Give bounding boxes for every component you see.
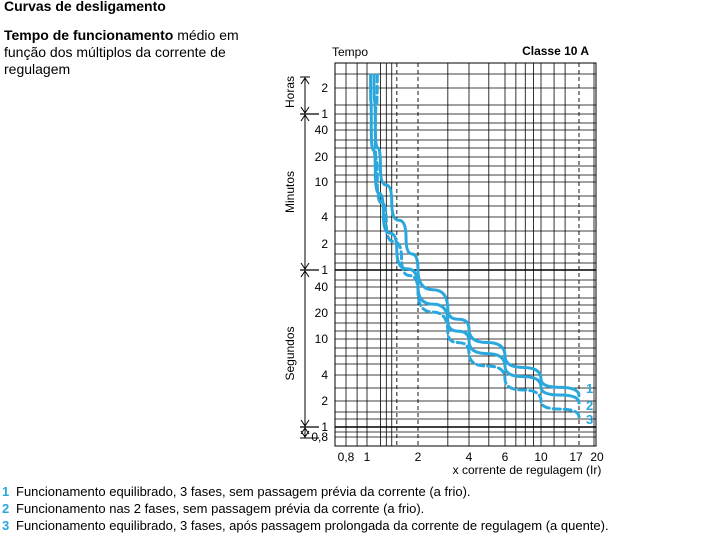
- arrow-up-icon: [300, 427, 310, 435]
- y-tick-label: 1: [321, 263, 328, 277]
- description-text: médio em função dos múltiplos da corrent…: [4, 27, 239, 77]
- curve-label-3: 3: [586, 412, 593, 427]
- arrow-down-icon: [300, 262, 310, 270]
- legend-text-1: Funcionamento equilibrado, 3 fases, sem …: [16, 484, 471, 499]
- x-tick-label: 1: [364, 450, 371, 464]
- legend-num-3: 3: [2, 518, 10, 533]
- chart-title: Classe 10 A: [522, 44, 589, 58]
- y-group-label: Horas: [283, 76, 297, 108]
- legend-item-2: 2 Funcionamento nas 2 fases, sem passagem…: [2, 501, 424, 516]
- y-axis-label: Tempo: [332, 45, 368, 59]
- x-tick-label: 4: [466, 450, 473, 464]
- y-tick-label: 4: [321, 210, 328, 224]
- y-tick-label: 40: [315, 123, 329, 137]
- y-tick-label: 4: [321, 368, 328, 382]
- legend-item-3: 3 Funcionamento equilibrado, 3 fases, apó…: [2, 518, 609, 533]
- legend-text-2: Funcionamento nas 2 fases, sem passagem …: [16, 501, 425, 516]
- curve-series-2: [369, 73, 581, 405]
- legend-num-2: 2: [2, 501, 10, 516]
- arrow-down-icon: [300, 106, 310, 114]
- curve-series-1: [372, 73, 581, 398]
- arrow-down-icon: [300, 430, 310, 438]
- curve-label-2: 2: [586, 398, 593, 413]
- x-tick-label: 20: [590, 450, 604, 464]
- y-tick-label: 1: [321, 420, 328, 434]
- x-tick-label: 2: [415, 450, 422, 464]
- legend-item-1: 1 Funcionamento equilibrado, 3 fases, sem…: [2, 484, 471, 499]
- x-tick-label: 17: [569, 450, 583, 464]
- x-tick-label: 6: [502, 450, 509, 464]
- y-tick-label: 2: [321, 81, 328, 95]
- chart-description: Tempo de funcionamento médio em função d…: [4, 27, 274, 78]
- y-tick-label: 10: [315, 332, 329, 346]
- y-tick-label: 1: [321, 107, 328, 121]
- page-title: Curvas de desligamento: [4, 0, 166, 14]
- y-group-label: Segundos: [283, 326, 297, 380]
- x-axis-label: x corrente de regulagem (Ir): [453, 463, 602, 477]
- y-tick-label: 20: [315, 150, 329, 164]
- description-bold: Tempo de funcionamento: [4, 27, 174, 43]
- curve-series-3: [373, 73, 581, 419]
- y-tick-label: 2: [321, 394, 328, 408]
- x-tick-label: 10: [534, 450, 548, 464]
- legend-text-3: Funcionamento equilibrado, 3 fases, após…: [16, 518, 609, 533]
- y-tick-label: 20: [315, 306, 329, 320]
- arrow-up-icon: [300, 77, 310, 85]
- x-tick-label: 0,8: [338, 450, 355, 464]
- arrow-up-icon: [300, 114, 310, 122]
- y-tick-label: 2: [321, 237, 328, 251]
- plot-frame: [334, 62, 597, 447]
- y-group-label: Minutos: [283, 171, 297, 213]
- y-tick-label: 0,8: [311, 430, 328, 444]
- curve-label-1: 1: [586, 381, 593, 396]
- y-tick-label: 40: [315, 280, 329, 294]
- arrow-up-icon: [300, 270, 310, 278]
- arrow-down-icon: [300, 419, 310, 427]
- trip-curve-chart: Classe 10 A Tempo x corrente de regulage…: [283, 44, 604, 477]
- legend-num-1: 1: [2, 484, 10, 499]
- y-tick-label: 10: [315, 175, 329, 189]
